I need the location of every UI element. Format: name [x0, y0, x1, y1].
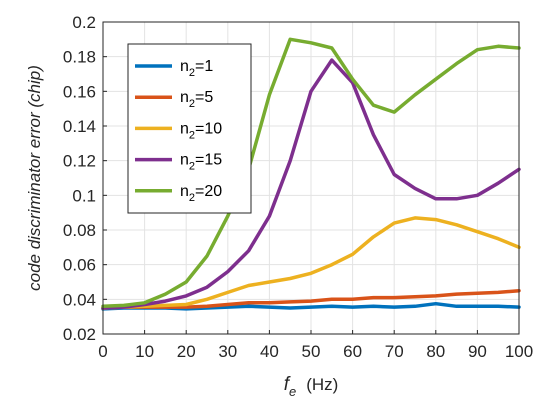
ticks: 0 10 20 30 40 50 60 70 80 90 100 0.02 0.04 0.06 0.08 0.… [63, 13, 533, 361]
legend-label-rest: =1 [195, 58, 213, 75]
series-line-5 [101, 37, 521, 309]
legend-label-2: n2=5 [180, 89, 213, 110]
y-tick-label: 0.02 [63, 325, 96, 344]
x-tick-label: 70 [385, 342, 404, 361]
legend-label-main: n [180, 58, 189, 75]
legend-label-5: n2=20 [180, 183, 222, 204]
x-tick-label: 0 [98, 342, 107, 361]
legend-label-1: n2=1 [180, 58, 213, 79]
x-tick-label: 100 [505, 342, 533, 361]
x-axis-label: fe (Hz) [284, 374, 339, 399]
x-tick-label: 90 [468, 342, 487, 361]
x-axis-label-sub: e [289, 384, 296, 399]
y-tick-label: 0.18 [63, 48, 96, 67]
legend-label-rest: =20 [195, 183, 222, 200]
x-axis-label-main: f [284, 374, 291, 395]
series-line-3 [101, 216, 521, 310]
x-tick-label: 80 [426, 342, 445, 361]
x-tick-label: 60 [343, 342, 362, 361]
series-line-4 [101, 58, 521, 310]
y-axis-label: code discriminator error (chip) [25, 65, 44, 291]
y-tick-label: 0.16 [63, 82, 96, 101]
x-tick-label: 20 [177, 342, 196, 361]
y-tick-label: 0.04 [63, 290, 96, 309]
legend-label-main: n [180, 152, 189, 169]
series-group [101, 37, 521, 311]
legend-label-main: n [180, 120, 189, 137]
legend-label-rest: =15 [195, 152, 222, 169]
y-tick-label: 0.1 [72, 186, 96, 205]
x-tick-label: 10 [135, 342, 154, 361]
x-tick-label: 50 [302, 342, 321, 361]
legend-label-3: n2=10 [180, 120, 222, 141]
y-tick-label: 0.14 [63, 117, 96, 136]
y-tick-label: 0.08 [63, 221, 96, 240]
legend-label-sub: 2 [189, 98, 195, 110]
legend-label-main: n [180, 183, 189, 200]
x-tick-label: 30 [218, 342, 237, 361]
legend-label-sub: 2 [189, 67, 195, 79]
x-axis-label-unit: (Hz) [306, 375, 338, 394]
y-tick-label: 0.06 [63, 256, 96, 275]
legend-label-rest: =10 [195, 120, 222, 137]
legend-label-4: n2=15 [180, 152, 222, 173]
legend-label-rest: =5 [195, 89, 213, 106]
legend-label-main: n [180, 89, 189, 106]
x-tick-label: 40 [260, 342, 279, 361]
legend-label-sub: 2 [189, 192, 195, 204]
y-tick-label: 0.12 [63, 152, 96, 171]
legend-label-sub: 2 [189, 161, 195, 173]
legend-label-sub: 2 [189, 129, 195, 141]
y-tick-label: 0.2 [72, 13, 96, 32]
series-line-2 [101, 288, 521, 310]
